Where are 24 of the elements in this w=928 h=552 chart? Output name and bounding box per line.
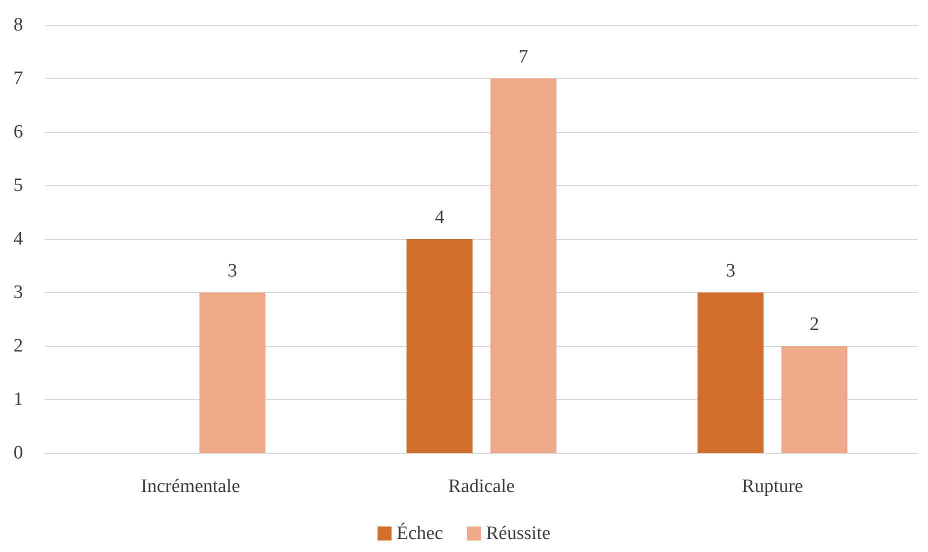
y-tick-label: 2 — [14, 336, 23, 356]
y-tick-label: 5 — [14, 175, 23, 196]
bar — [490, 78, 556, 453]
data-label: 3 — [228, 260, 238, 282]
legend-label: Réussite — [486, 523, 550, 544]
y-tick-label: 1 — [14, 389, 23, 410]
y-tick-label: 8 — [14, 14, 23, 36]
x-tick-label: Rupture — [742, 476, 804, 497]
legend-label: Échec — [396, 522, 444, 544]
bar — [698, 292, 764, 453]
y-tick-label: 6 — [14, 122, 23, 142]
bar — [781, 346, 848, 453]
y-tick-label: 4 — [14, 228, 24, 250]
data-label: 4 — [434, 207, 445, 228]
y-tick-label: 3 — [14, 282, 23, 303]
bar — [406, 239, 473, 453]
x-tick-label: Incrémentale — [140, 476, 240, 497]
data-label: 2 — [810, 314, 820, 335]
y-tick-label: 7 — [14, 68, 23, 89]
y-tick-label: 0 — [14, 442, 23, 464]
data-label: 3 — [726, 260, 736, 282]
data-label: 7 — [518, 46, 528, 68]
bar — [199, 292, 266, 453]
x-tick-label: Radicale — [448, 476, 515, 497]
